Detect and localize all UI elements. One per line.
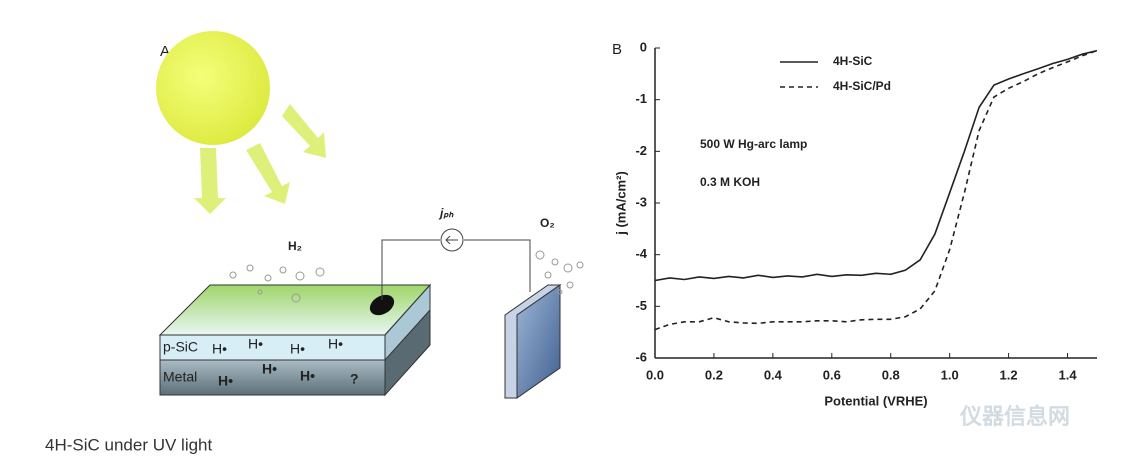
y-tick-label: -2 <box>635 143 647 158</box>
watermark: 仪器信息网 <box>959 404 1070 429</box>
series-line <box>654 49 1098 282</box>
y-axis-label: j (mA/cm²) <box>613 171 628 236</box>
sun <box>156 31 270 145</box>
radical: H• <box>262 361 277 377</box>
radical: H• <box>212 341 227 357</box>
radical: H• <box>218 373 233 389</box>
radical: ? <box>350 371 359 387</box>
radicals: H• H• H• H• H• H• H•? <box>212 336 359 389</box>
plate <box>516 284 561 399</box>
caption: 4H-SiC under UV light <box>45 435 213 454</box>
o2-label: O₂ <box>540 216 555 230</box>
y-tick-label: -3 <box>635 194 647 209</box>
panel-label: A <box>160 43 170 60</box>
diagram: A H₂ jₚₕ O₂ p-SiC Metal H• H• H• H• H• H• H•? <box>156 31 584 399</box>
radical: H• <box>290 341 305 357</box>
radical: H• <box>300 368 315 384</box>
radical: H• <box>248 336 263 352</box>
wire <box>464 239 531 292</box>
x-tick-label: 0.2 <box>705 367 723 382</box>
electrode <box>369 294 395 316</box>
rays <box>194 104 326 214</box>
radical: H• <box>328 336 343 352</box>
series-line <box>654 49 1098 331</box>
y-tick-label: -1 <box>635 91 647 106</box>
y-tick-label: -4 <box>635 246 647 261</box>
wire <box>381 239 440 300</box>
x-tick-label: 0.8 <box>882 367 900 382</box>
layer-label: Metal <box>163 369 197 385</box>
y-tick-label: -6 <box>635 349 647 364</box>
annotation: 0.3 M KOH <box>700 175 760 189</box>
x-tick-label: 1.2 <box>1000 367 1018 382</box>
slab-side-top <box>384 283 431 362</box>
x-tick-label: 1.4 <box>1058 367 1077 382</box>
y-tick-label: -5 <box>635 298 647 313</box>
legend-label: 4H-SiC <box>833 54 873 68</box>
y-tick-label: 0 <box>640 39 647 54</box>
x-tick-label: 0.6 <box>823 367 841 382</box>
panel-label: B <box>612 41 622 58</box>
x-tick-label: 0.0 <box>646 367 664 382</box>
layer-label: p-SiC <box>163 339 198 355</box>
h2-label: H₂ <box>288 239 302 253</box>
x-axis-label: Potential (VRHE) <box>824 393 927 408</box>
chart: 0 -1 -2 -3 -4 -5 -6 0.0 0.2 0.4 0.6 0.8 1.0 1.2 1.4 B Po… <box>612 39 1098 408</box>
jph-label: jₚₕ <box>438 206 454 220</box>
x-tick-label: 0.4 <box>764 367 783 382</box>
x-tick-label: 1.0 <box>941 367 959 382</box>
annotation: 500 W Hg-arc lamp <box>700 137 807 151</box>
bubbles <box>229 250 584 303</box>
current-arrow <box>445 235 458 245</box>
legend-label: 4H-SiC/Pd <box>833 79 891 93</box>
